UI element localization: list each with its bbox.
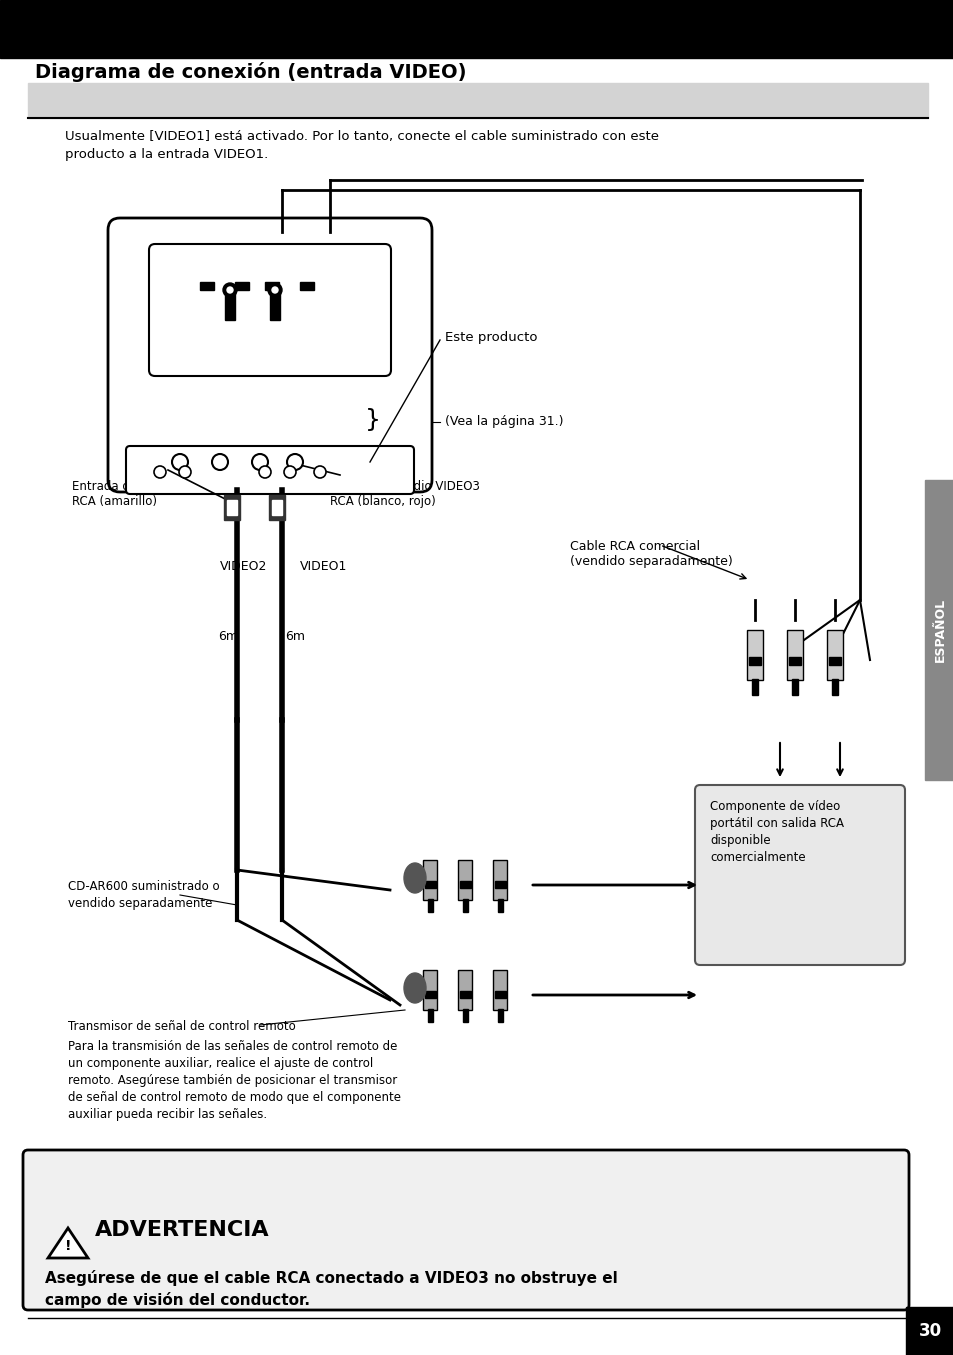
Polygon shape <box>48 1228 88 1257</box>
Text: Componente de vídeo
portátil con salida RCA
disponible
comercialmente: Componente de vídeo portátil con salida … <box>709 799 843 864</box>
FancyBboxPatch shape <box>126 446 414 495</box>
Bar <box>495 881 505 888</box>
Text: ADVERTENCIA: ADVERTENCIA <box>95 1220 270 1240</box>
Text: 6m: 6m <box>218 630 237 644</box>
Circle shape <box>258 466 271 478</box>
Ellipse shape <box>403 863 426 893</box>
Bar <box>497 1009 502 1022</box>
Circle shape <box>212 454 228 470</box>
Bar <box>457 860 472 900</box>
Bar <box>28 83 927 118</box>
Bar <box>495 991 505 999</box>
Circle shape <box>287 454 303 470</box>
Bar <box>0 0 953 58</box>
Bar <box>746 630 762 680</box>
Bar <box>200 282 213 290</box>
Bar <box>457 970 472 1009</box>
Bar <box>497 898 502 912</box>
Circle shape <box>172 454 188 470</box>
Text: VIDEO1: VIDEO1 <box>299 560 347 573</box>
Text: Transmisor de señal de control remoto: Transmisor de señal de control remoto <box>68 1020 295 1033</box>
Circle shape <box>153 466 166 478</box>
Text: 6m: 6m <box>285 630 305 644</box>
Bar <box>786 630 802 680</box>
Text: Diagrama de conexión (entrada VIDEO): Diagrama de conexión (entrada VIDEO) <box>35 62 466 83</box>
Circle shape <box>272 287 277 293</box>
Bar <box>493 860 506 900</box>
Text: CD-AR600 suministrado o
vendido separadamente: CD-AR600 suministrado o vendido separada… <box>68 879 219 911</box>
Bar <box>428 1009 433 1022</box>
Bar <box>269 495 285 520</box>
Circle shape <box>314 466 326 478</box>
FancyBboxPatch shape <box>23 1150 908 1310</box>
Text: Entrada de audio VIDEO3
RCA (blanco, rojo): Entrada de audio VIDEO3 RCA (blanco, roj… <box>330 480 479 508</box>
Circle shape <box>284 466 295 478</box>
Circle shape <box>179 466 191 478</box>
Text: Este producto: Este producto <box>444 332 537 344</box>
Bar <box>459 881 471 888</box>
Bar <box>227 500 236 515</box>
Bar <box>826 630 842 680</box>
Text: Asegúrese de que el cable RCA conectado a VIDEO3 no obstruye el
campo de visión : Asegúrese de que el cable RCA conectado … <box>45 1270 618 1309</box>
Bar <box>265 282 278 290</box>
FancyBboxPatch shape <box>149 244 391 375</box>
Bar <box>422 860 436 900</box>
Bar <box>905 1308 953 1355</box>
Bar <box>924 480 953 780</box>
Text: Cable RCA comercial
(vendido separadamente): Cable RCA comercial (vendido separadamen… <box>569 541 732 568</box>
Text: Usualmente [VIDEO1] está activado. Por lo tanto, conecte el cable suministrado c: Usualmente [VIDEO1] está activado. Por l… <box>65 130 659 161</box>
Bar <box>422 970 436 1009</box>
Bar <box>831 679 837 695</box>
Text: Entrada de vídeo VIDEO3
RCA (amarillo): Entrada de vídeo VIDEO3 RCA (amarillo) <box>71 480 221 508</box>
Text: ESPAÑOL: ESPAÑOL <box>933 598 945 663</box>
Bar <box>462 898 468 912</box>
Text: !: ! <box>65 1238 71 1253</box>
Bar <box>462 1009 468 1022</box>
Bar <box>791 679 797 695</box>
Bar <box>748 657 760 665</box>
Bar <box>828 657 841 665</box>
Bar <box>424 991 436 999</box>
Text: }: } <box>365 408 380 432</box>
Bar <box>428 898 433 912</box>
Circle shape <box>252 454 268 470</box>
Bar <box>270 290 280 320</box>
Bar <box>788 657 801 665</box>
Ellipse shape <box>403 973 426 1003</box>
Text: Para la transmisión de las señales de control remoto de
un componente auxiliar, : Para la transmisión de las señales de co… <box>68 1041 400 1121</box>
Text: 30: 30 <box>918 1322 941 1340</box>
Bar <box>234 282 249 290</box>
Text: VIDEO2: VIDEO2 <box>220 560 267 573</box>
Circle shape <box>268 283 282 297</box>
Bar <box>225 290 234 320</box>
FancyBboxPatch shape <box>695 785 904 965</box>
Bar <box>272 500 282 515</box>
FancyBboxPatch shape <box>108 218 432 492</box>
Bar <box>459 991 471 999</box>
Circle shape <box>223 283 236 297</box>
Bar <box>493 970 506 1009</box>
Bar <box>224 495 240 520</box>
Bar <box>424 881 436 888</box>
Bar <box>299 282 314 290</box>
Circle shape <box>227 287 233 293</box>
Text: (Vea la página 31.): (Vea la página 31.) <box>444 416 563 428</box>
Bar <box>751 679 758 695</box>
